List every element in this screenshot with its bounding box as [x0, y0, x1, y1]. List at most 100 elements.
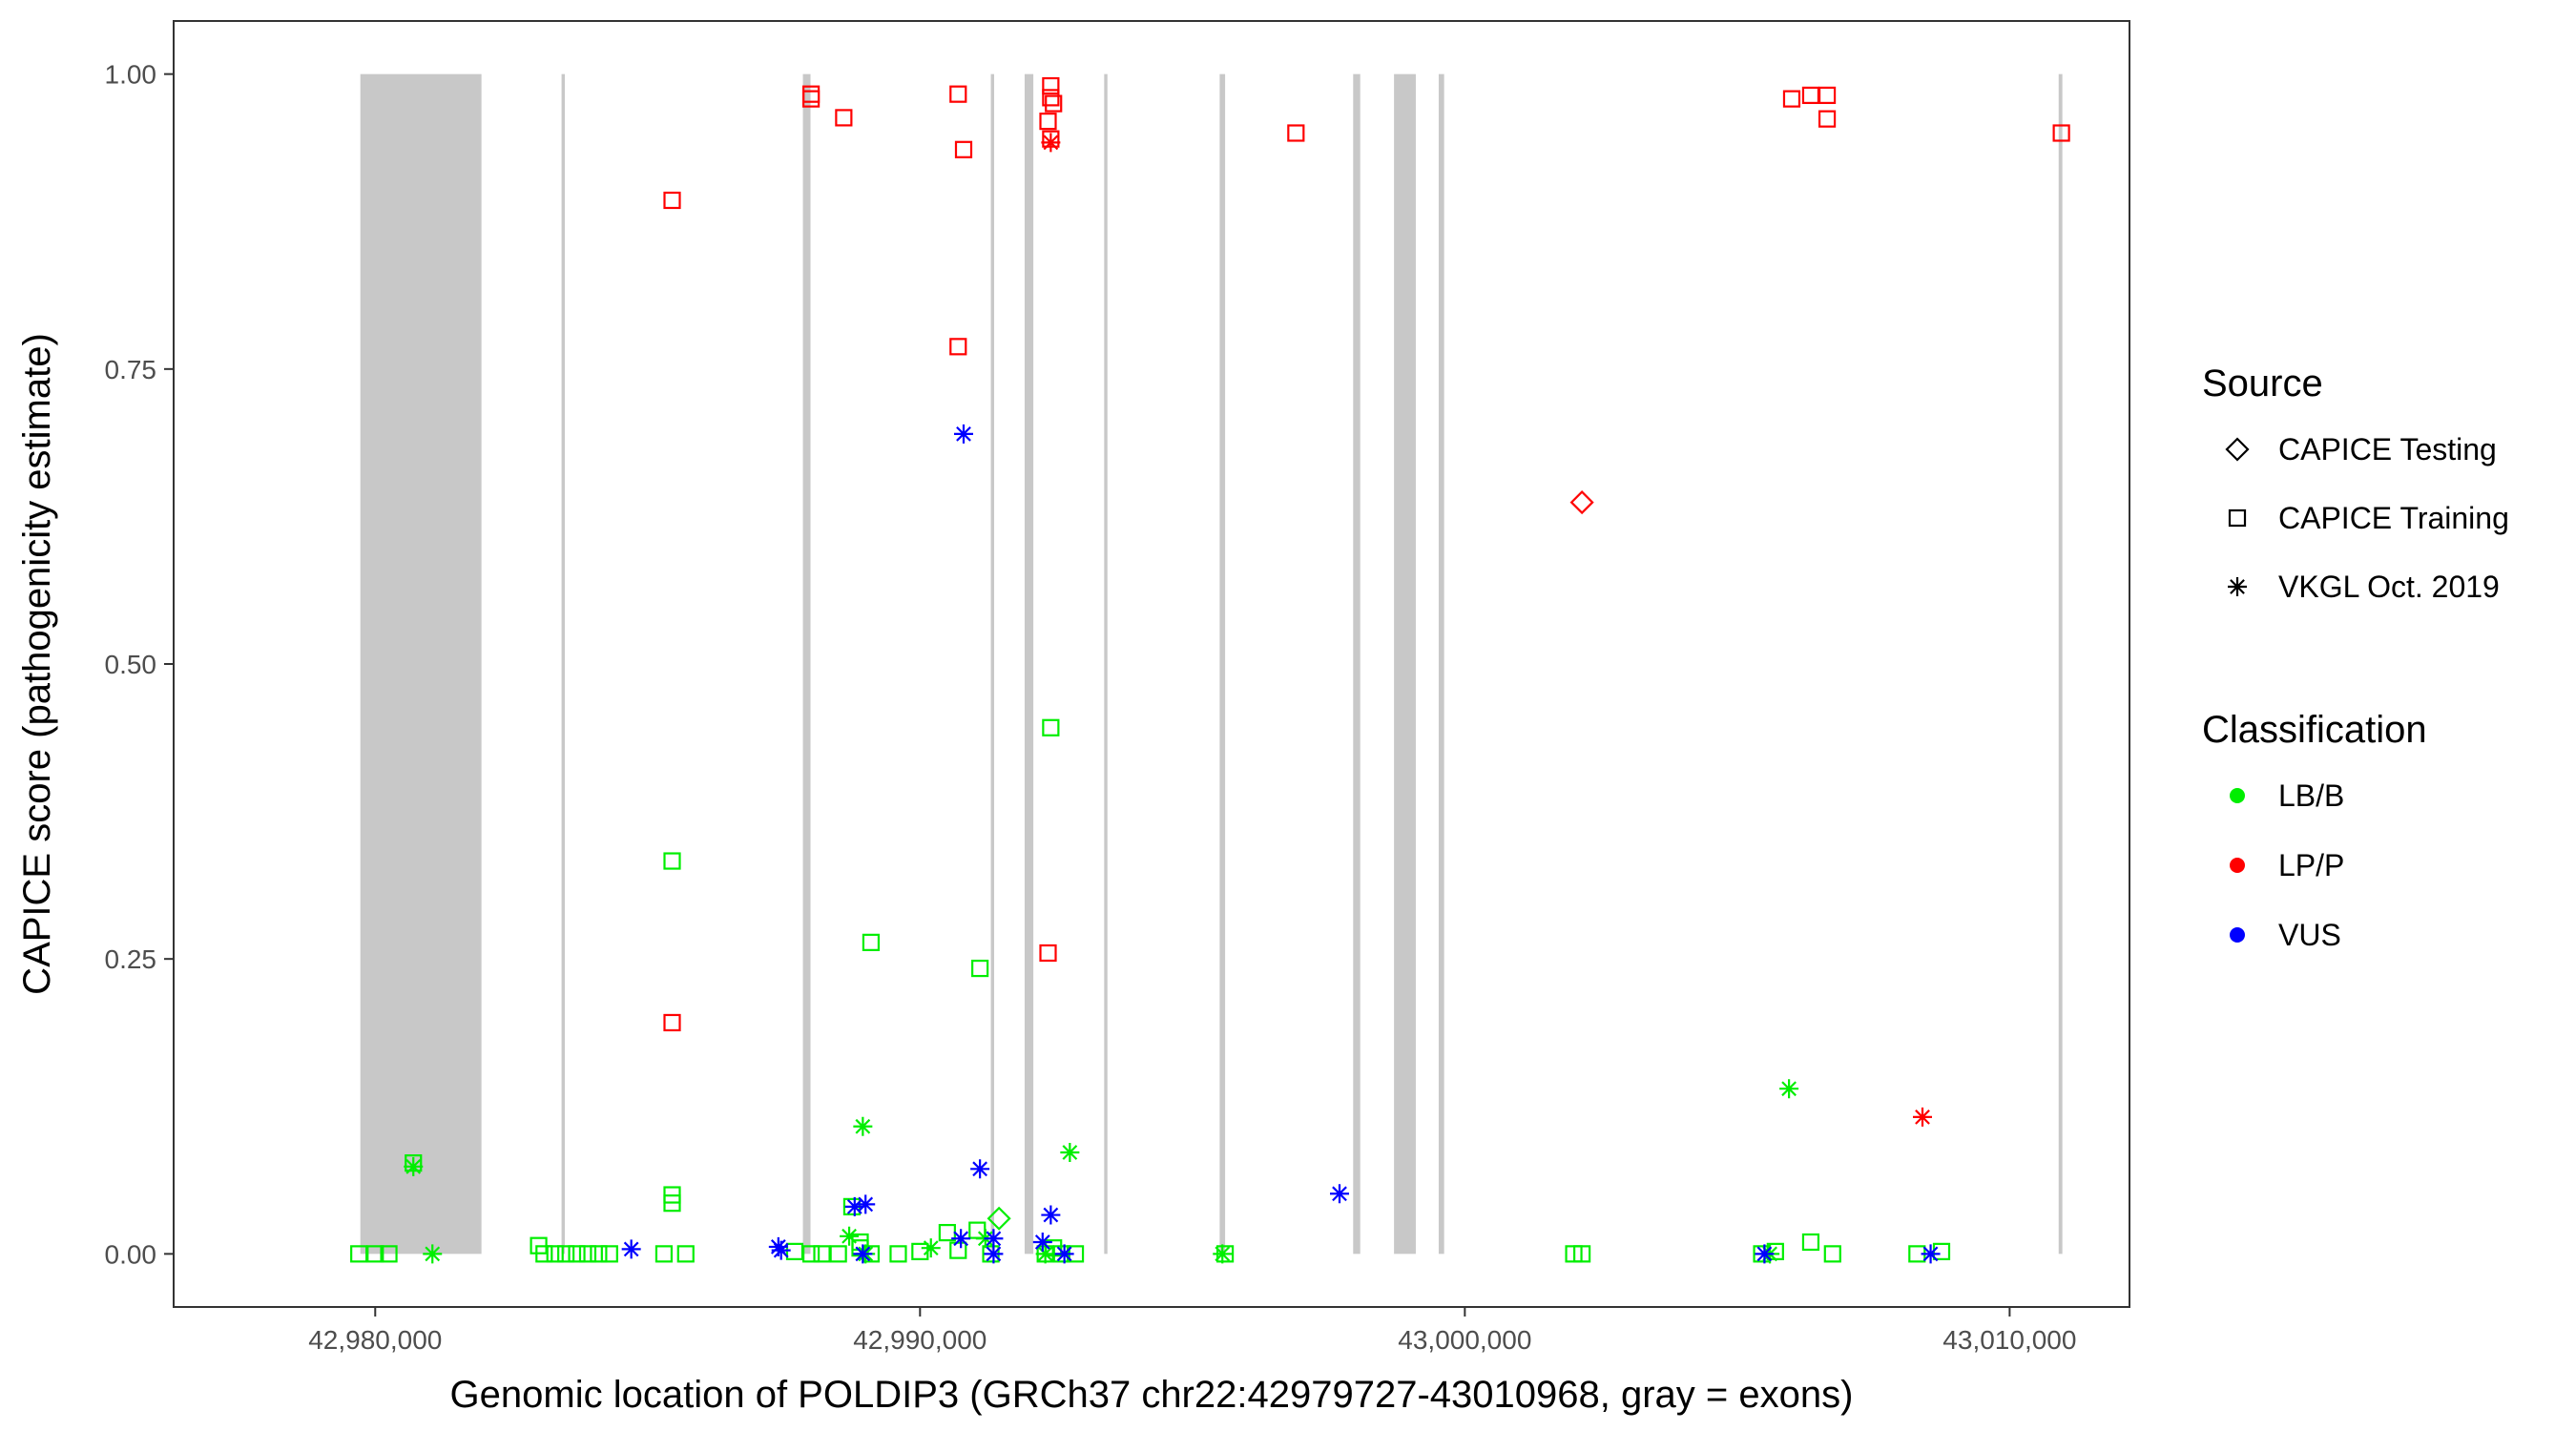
- data-point-lb-b-asterisk: [1035, 1244, 1055, 1264]
- data-point-vus-asterisk: [853, 1244, 873, 1264]
- x-tick-label: 42,980,000: [308, 1325, 442, 1355]
- data-point-lb-b-square: [813, 1245, 831, 1263]
- y-tick-label: 0.00: [105, 1239, 157, 1269]
- data-point-lb-b-asterisk: [853, 1116, 873, 1136]
- data-point-lb-b-square: [1823, 1245, 1841, 1263]
- data-point-vus-asterisk: [621, 1239, 641, 1259]
- x-tick-label: 43,010,000: [1942, 1325, 2076, 1355]
- data-point-lb-b-square: [1801, 1233, 1820, 1252]
- data-point-lb-b-square: [600, 1245, 618, 1263]
- data-point-lb-b-square: [546, 1245, 564, 1263]
- data-point-lp-p-square: [1782, 90, 1801, 108]
- data-point-lp-p-asterisk: [1913, 1107, 1933, 1127]
- data-point-lb-b-square: [829, 1245, 847, 1263]
- data-point-lb-b-asterisk: [1779, 1079, 1799, 1099]
- data-point-lp-p-square: [1042, 89, 1060, 107]
- legend-class-label: LB/B: [2278, 778, 2344, 813]
- data-point-vus-asterisk: [856, 1194, 876, 1214]
- exon-band: [1104, 73, 1108, 1255]
- exon-band: [561, 73, 565, 1255]
- data-point-vus-asterisk: [771, 1240, 791, 1260]
- data-point-lb-b-square: [350, 1245, 368, 1263]
- legend-class-items: LB/B LP/P VUS: [2230, 778, 2344, 952]
- data-point-lb-b-asterisk: [404, 1156, 424, 1176]
- y-axis-title: CAPICE score (pathogenicity estimate): [16, 333, 58, 995]
- data-point-lp-p-square: [1045, 94, 1063, 113]
- data-point-lb-b-square: [1042, 718, 1060, 736]
- x-tick-label: 42,990,000: [853, 1325, 987, 1355]
- exon-band: [1394, 73, 1416, 1255]
- data-point-lp-p-square: [802, 90, 821, 108]
- y-tick-label: 0.25: [105, 944, 157, 974]
- data-point-lp-p-asterisk: [1041, 133, 1061, 153]
- data-point-lb-b-square: [802, 1245, 821, 1263]
- data-point-vus-asterisk: [1041, 1205, 1061, 1225]
- exon-band: [1024, 73, 1034, 1255]
- points-layer: [350, 76, 2070, 1264]
- y-tick-label: 0.75: [105, 355, 157, 384]
- x-axis: 42,980,000 42,990,000 43,000,000 43,010,000: [308, 1307, 2076, 1355]
- legend-key-square: [2228, 508, 2247, 528]
- data-point-lb-b-square: [590, 1245, 608, 1263]
- exon-band: [2058, 73, 2063, 1255]
- legend-key-dot: [2230, 927, 2245, 943]
- data-point-vus-asterisk: [970, 1159, 990, 1179]
- data-point-lp-p-diamond: [1569, 490, 1594, 515]
- legend-key-dot: [2230, 788, 2245, 803]
- legend-key-dot: [2230, 858, 2245, 873]
- data-point-lb-b-square: [380, 1245, 398, 1263]
- exon-band: [1219, 73, 1226, 1255]
- data-point-lp-p-square: [663, 1013, 681, 1032]
- data-point-lb-b-asterisk: [423, 1244, 443, 1264]
- data-point-vus-asterisk: [844, 1196, 864, 1216]
- data-point-vus-asterisk: [951, 1229, 971, 1249]
- data-point-lb-b-square: [663, 852, 681, 870]
- data-point-vus-asterisk: [1921, 1244, 1941, 1264]
- y-tick-label: 0.50: [105, 650, 157, 679]
- exon-band: [802, 73, 811, 1255]
- y-axis: 0.00 0.25 0.50 0.75 1.00: [105, 60, 174, 1269]
- data-point-lb-b-square: [366, 1245, 384, 1263]
- legend-source-label: CAPICE Training: [2278, 501, 2509, 535]
- y-tick-label: 1.00: [105, 60, 157, 90]
- data-point-lb-b-square: [663, 1194, 681, 1213]
- data-point-lb-b-square: [862, 933, 881, 951]
- data-point-lb-b-square: [535, 1245, 553, 1263]
- legend-key-asterisk: [2228, 577, 2247, 596]
- exon-band: [990, 73, 994, 1255]
- data-point-lb-b-asterisk: [1060, 1142, 1080, 1162]
- exon-band: [1438, 73, 1444, 1255]
- data-point-lb-b-asterisk: [840, 1226, 860, 1246]
- data-point-lp-p-square: [954, 140, 973, 158]
- exons-layer: [360, 73, 2063, 1255]
- data-point-lp-p-square: [1818, 110, 1837, 128]
- data-point-lb-b-square: [568, 1245, 586, 1263]
- data-point-lb-b-square: [889, 1245, 907, 1263]
- data-point-lp-p-square: [2052, 124, 2070, 142]
- legend: Source CAPICE Testing CAPICE Training VKGL…: [2202, 363, 2509, 952]
- data-point-lb-b-square: [654, 1245, 674, 1263]
- legend-key-diamond: [2225, 437, 2250, 462]
- exon-band: [360, 73, 482, 1255]
- data-point-lb-b-asterisk: [1213, 1244, 1233, 1264]
- data-point-vus-asterisk: [984, 1244, 1004, 1264]
- legend-class-label: VUS: [2278, 918, 2341, 952]
- x-tick-label: 43,000,000: [1398, 1325, 1531, 1355]
- data-point-lp-p-square: [1801, 86, 1820, 105]
- legend-source-label: CAPICE Testing: [2278, 432, 2497, 467]
- data-point-lp-p-square: [835, 109, 853, 127]
- data-point-lb-b-square: [676, 1245, 695, 1263]
- data-point-lb-b-square: [1573, 1245, 1591, 1263]
- legend-class-title: Classification: [2202, 709, 2427, 751]
- data-point-lb-b-diamond: [987, 1206, 1011, 1231]
- data-point-lb-b-square: [557, 1245, 575, 1263]
- data-point-lp-p-square: [949, 85, 967, 103]
- data-point-lp-p-square: [663, 191, 681, 210]
- data-point-lb-b-asterisk: [921, 1238, 941, 1258]
- data-point-lp-p-square: [1818, 86, 1837, 105]
- legend-source-title: Source: [2202, 363, 2323, 404]
- exon-band: [1353, 73, 1361, 1255]
- legend-source-label: VKGL Oct. 2019: [2278, 570, 2500, 604]
- data-point-vus-asterisk: [953, 424, 973, 444]
